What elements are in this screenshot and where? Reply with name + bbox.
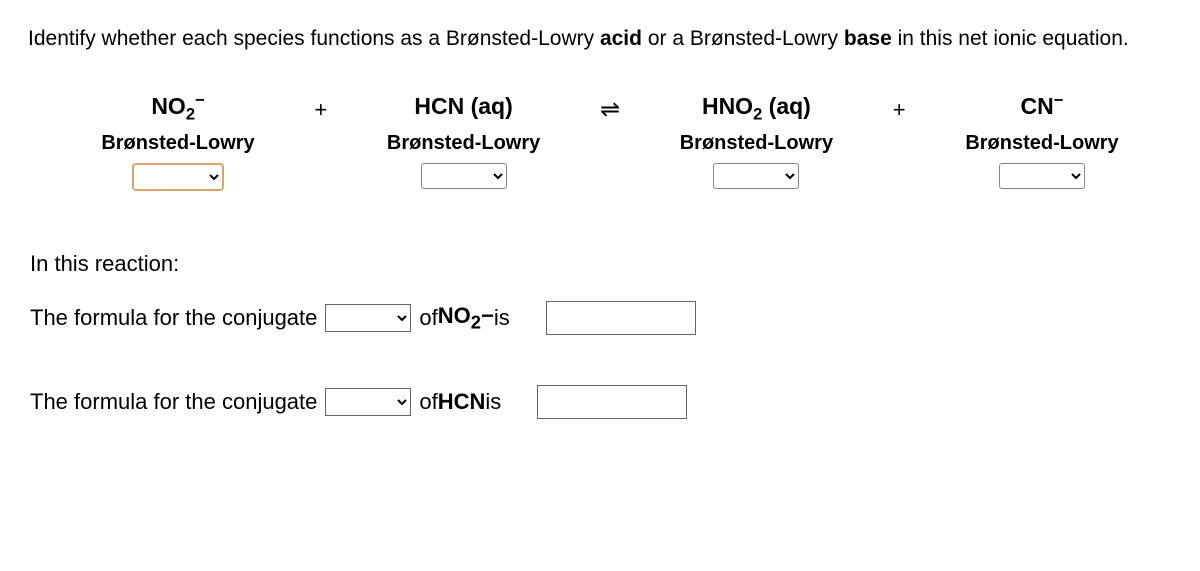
formula-2: HCN (aq) [414,95,512,118]
prompt-mid: or a Brønsted-Lowry [642,27,844,50]
equilibrium-arrow: ⇌ [600,95,620,124]
conj1-of: of [419,305,437,331]
conj1-is: is [494,305,510,331]
prompt-post: in this net ionic equation. [892,27,1129,50]
conjugate-section: In this reaction: The formula for the co… [28,251,1172,419]
conj1-subject: NO2− [438,303,494,333]
conjugate-answer-2[interactable] [537,385,687,419]
bl-label-3: Brønsted-Lowry [680,132,833,155]
conj2-of-part: of HCN is [419,389,501,415]
role-select-3[interactable] [713,163,799,189]
plus-1: + [314,95,327,123]
prompt-pre: Identify whether each species functions … [28,27,600,50]
species-4: CN− Brønsted-Lowry [952,95,1132,189]
role-select-4[interactable] [999,163,1085,189]
bl-label-1: Brønsted-Lowry [101,132,254,155]
species-2: HCN (aq) Brønsted-Lowry [374,95,554,189]
question-prompt: Identify whether each species functions … [28,24,1172,53]
in-this-reaction: In this reaction: [30,251,1172,277]
conjugate-type-select-2[interactable] [325,388,411,416]
plus-2: + [893,95,906,123]
conj1-of-part: of NO2− is [419,303,509,333]
species-3: HNO2 (aq) Brønsted-Lowry [666,95,846,189]
role-select-1[interactable] [132,163,224,191]
equation-row: NO2− Brønsted-Lowry + HCN (aq) Brønsted-… [28,95,1172,191]
conjugate-type-select-1[interactable] [325,304,411,332]
prompt-acid: acid [600,27,642,50]
conjugate-answer-1[interactable] [546,301,696,335]
prompt-base: base [844,27,892,50]
bl-label-2: Brønsted-Lowry [387,132,540,155]
conj2-subject: HCN [438,389,486,415]
conj1-pre: The formula for the conjugate [30,305,317,331]
conjugate-row-2: The formula for the conjugate of HCN is [30,385,1172,419]
conj2-pre: The formula for the conjugate [30,389,317,415]
conjugate-row-1: The formula for the conjugate of NO2− is [30,301,1172,335]
role-select-2[interactable] [421,163,507,189]
species-1: NO2− Brønsted-Lowry [88,95,268,191]
formula-3: HNO2 (aq) [702,95,811,118]
formula-1: NO2− [151,95,204,118]
conj2-of: of [419,389,437,415]
bl-label-4: Brønsted-Lowry [965,132,1118,155]
conj2-is: is [485,389,501,415]
formula-4: CN− [1021,95,1064,118]
